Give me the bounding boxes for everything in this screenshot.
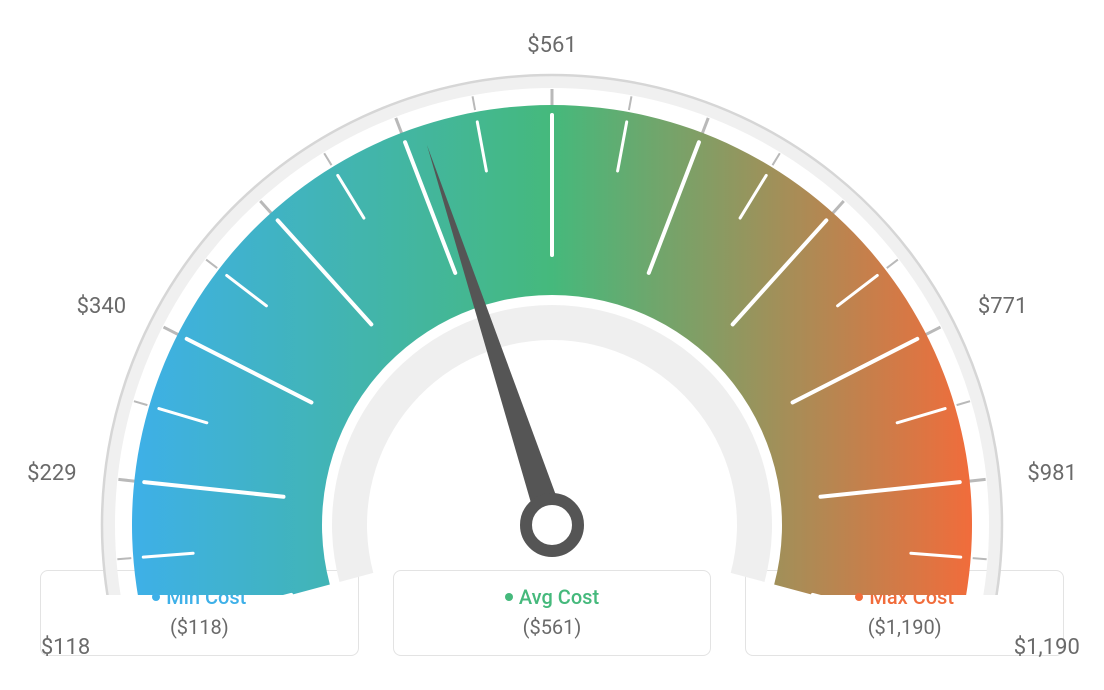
gauge-tick-label: $340 (56, 294, 126, 319)
gauge-tick-label: $229 (7, 461, 77, 486)
gauge-svg (42, 55, 1062, 595)
gauge-tick-label: $118 (20, 635, 90, 660)
legend-avg-value: ($561) (394, 615, 711, 639)
dot-icon (152, 593, 160, 601)
gauge-tick-label: $981 (1027, 461, 1076, 486)
gauge-tick-label: $1,190 (1014, 635, 1080, 660)
gauge-tick-label: $771 (978, 294, 1027, 319)
gauge-tick-label: $561 (522, 33, 582, 58)
dot-icon (505, 593, 513, 601)
gauge-chart: $118$229$340$561$771$981$1,190 (0, 0, 1104, 570)
dot-icon (855, 593, 863, 601)
